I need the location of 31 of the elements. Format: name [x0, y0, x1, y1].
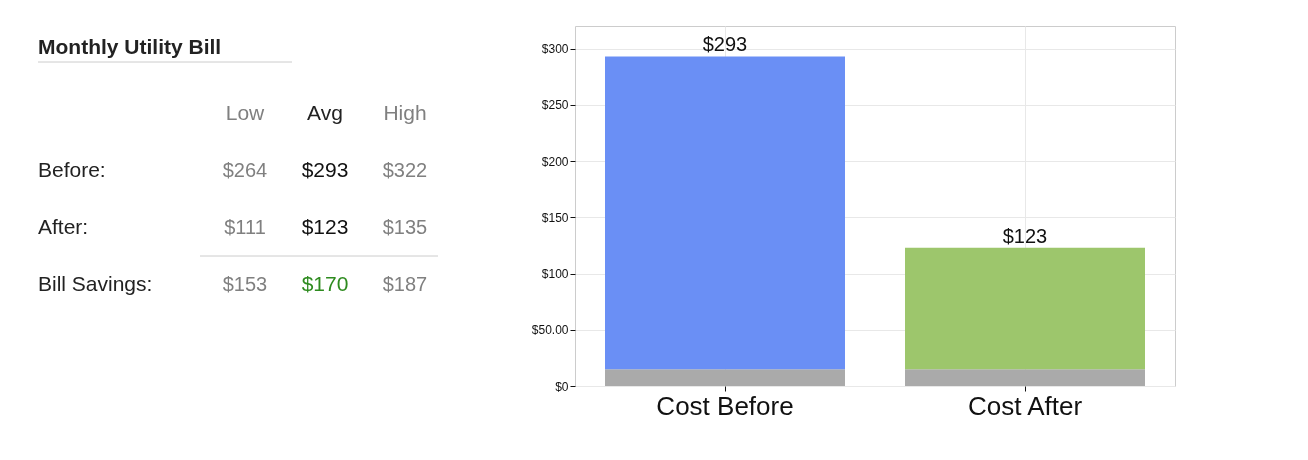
category-label: Before: [38, 158, 106, 181]
y-tick-label: $0 [555, 379, 569, 394]
category-label: Low [225, 101, 266, 124]
y-tick-label: $100 [541, 267, 569, 281]
text: $135 [382, 216, 428, 238]
y-tick-label: $150 [541, 210, 569, 225]
text: $111 [224, 216, 266, 238]
category-label: After: [38, 215, 89, 238]
text: $322 [382, 159, 428, 181]
text: $123 [301, 215, 349, 238]
x-tick-label: Cost After [967, 390, 1083, 421]
bar [605, 369, 845, 386]
bar [905, 369, 1145, 386]
total-label: $123 [1002, 224, 1048, 247]
y-tick-label: $200 [541, 154, 569, 169]
x-tick-label: Cost Before [656, 390, 794, 421]
category-label: Avg [307, 101, 343, 124]
total-label: $293 [702, 33, 748, 56]
bar [905, 247, 1145, 370]
text: $170 [301, 272, 349, 295]
category-label: Bill Savings: [38, 272, 153, 295]
text: $293 [301, 158, 349, 181]
text: $153 [222, 273, 268, 295]
text: $264 [222, 159, 268, 181]
category-label: High [383, 101, 427, 124]
y-tick-label: $250 [541, 98, 569, 113]
y-tick-label: $50.00 [531, 323, 569, 338]
text: Monthly Utility Bill [38, 35, 222, 58]
bar [605, 56, 845, 370]
text: $187 [382, 273, 428, 295]
y-tick-label: $300 [541, 42, 569, 56]
